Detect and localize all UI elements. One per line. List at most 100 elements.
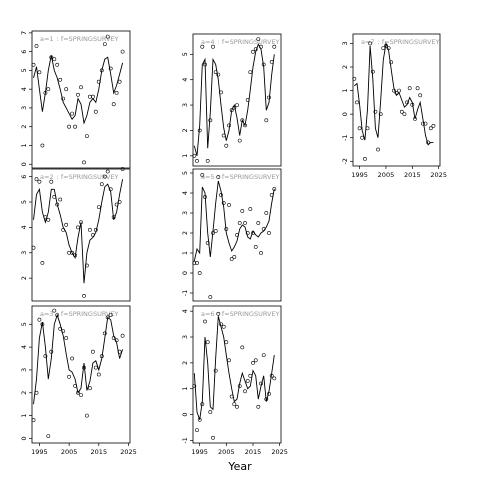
data-point: [46, 434, 51, 439]
data-point: [355, 100, 359, 105]
panel-a4: a=4: f=SPRINGSURVEY 1 2 3 4 5: [181, 33, 282, 167]
data-point: [105, 169, 110, 174]
data-point: [272, 187, 277, 191]
data-point: [76, 390, 80, 395]
data-point: [49, 179, 54, 184]
data-point: [237, 221, 242, 225]
data-point: [82, 365, 86, 370]
data-point: [203, 319, 207, 324]
data-point: [243, 123, 247, 128]
data-point: [37, 70, 42, 75]
data-point: [70, 111, 75, 116]
data-point: [415, 86, 420, 91]
data-point: [197, 271, 202, 275]
data-point: [70, 250, 75, 255]
data-point: [40, 260, 45, 265]
x-axis-title: Year: [227, 460, 252, 473]
data-point: [248, 373, 253, 378]
data-point: [428, 126, 433, 131]
data-point: [46, 87, 51, 92]
panel-a1: a=1: f=SPRINGSURVEY 0 1 2 3 4 5 6 7: [20, 30, 131, 169]
data-point: [211, 435, 215, 440]
data-point: [248, 207, 253, 211]
data-point: [267, 231, 271, 235]
data-point: [52, 308, 57, 313]
data-point: [227, 203, 231, 207]
data-point: [208, 118, 213, 123]
panel-strip-text: : f=SPRINGSURVEY: [378, 38, 440, 46]
y-tick-label: 2: [341, 65, 349, 69]
data-point: [37, 317, 42, 322]
y-tick-label: 1: [181, 387, 189, 391]
data-point: [240, 118, 245, 123]
data-point: [423, 121, 428, 126]
y-tick-label: 3: [20, 368, 28, 372]
y-tick-label: -1: [181, 437, 189, 443]
panel-tag: a=1: [40, 35, 54, 43]
data-point: [195, 428, 199, 433]
y-tick-label: 0: [20, 162, 28, 166]
y-tick-label: 3: [181, 103, 189, 107]
y-tick-label: 0: [20, 436, 28, 440]
data-point: [93, 365, 98, 370]
data-point: [99, 182, 104, 187]
data-point: [261, 227, 266, 231]
data-point: [251, 360, 255, 365]
data-point: [73, 383, 78, 388]
data-point: [91, 349, 95, 354]
panel-a5: a=5: f=SPRINGSURVEY -1 0 1 2 3 4 5: [181, 168, 282, 302]
fit-line: [33, 179, 124, 284]
y-tick-label: 5: [20, 68, 28, 72]
panel-label: a=1: f=SPRINGSURVEY: [40, 35, 119, 43]
x-tick-label: 2025: [120, 448, 137, 456]
data-point: [221, 201, 226, 205]
data-point: [55, 202, 60, 207]
data-point: [360, 135, 365, 140]
data-point: [376, 147, 380, 152]
x-tick-label: 2015: [245, 448, 262, 456]
data-point: [117, 349, 122, 354]
data-point: [111, 215, 116, 220]
data-point: [43, 354, 48, 359]
data-point: [79, 393, 83, 398]
data-point: [402, 112, 407, 117]
y-tick-label: 6: [20, 175, 28, 179]
data-point: [108, 66, 113, 71]
data-point: [85, 263, 89, 268]
data-point: [114, 91, 119, 95]
panel-a2: a=2: f=SPRINGSURVEY 2 3 4 5 6: [20, 167, 131, 302]
data-point: [114, 202, 119, 207]
panel-label: a=4: f=SPRINGSURVEY: [201, 38, 280, 46]
data-point: [368, 41, 373, 46]
data-point: [211, 231, 215, 235]
panel-label: a=7: f=SPRINGSURVEY: [361, 38, 440, 46]
data-point: [197, 417, 202, 422]
data-point: [120, 167, 125, 171]
panel-tag: a=4: [201, 38, 215, 46]
data-point: [224, 340, 229, 345]
data-point: [251, 231, 255, 235]
data-point: [373, 109, 378, 114]
y-tick-label: 4: [20, 345, 28, 349]
data-point: [410, 102, 415, 107]
data-point: [394, 91, 399, 95]
data-point: [31, 418, 36, 423]
data-point: [362, 156, 367, 161]
data-point: [114, 338, 119, 343]
data-point: [203, 62, 207, 67]
data-point: [43, 215, 48, 220]
data-point: [365, 126, 370, 131]
data-point: [211, 44, 215, 49]
data-point: [352, 76, 357, 81]
panel-tag: a=7: [361, 38, 375, 46]
y-tick-label: 2: [20, 125, 28, 129]
data-point: [253, 47, 258, 52]
data-point: [111, 336, 116, 340]
y-tick-label: 1: [341, 89, 349, 93]
data-point: [192, 153, 197, 158]
data-point: [418, 93, 423, 98]
data-point: [85, 413, 89, 418]
panel-strip-text: : f=SPRINGSURVEY: [218, 173, 280, 181]
data-point: [102, 42, 107, 47]
y-tick-label: 5: [20, 322, 28, 326]
